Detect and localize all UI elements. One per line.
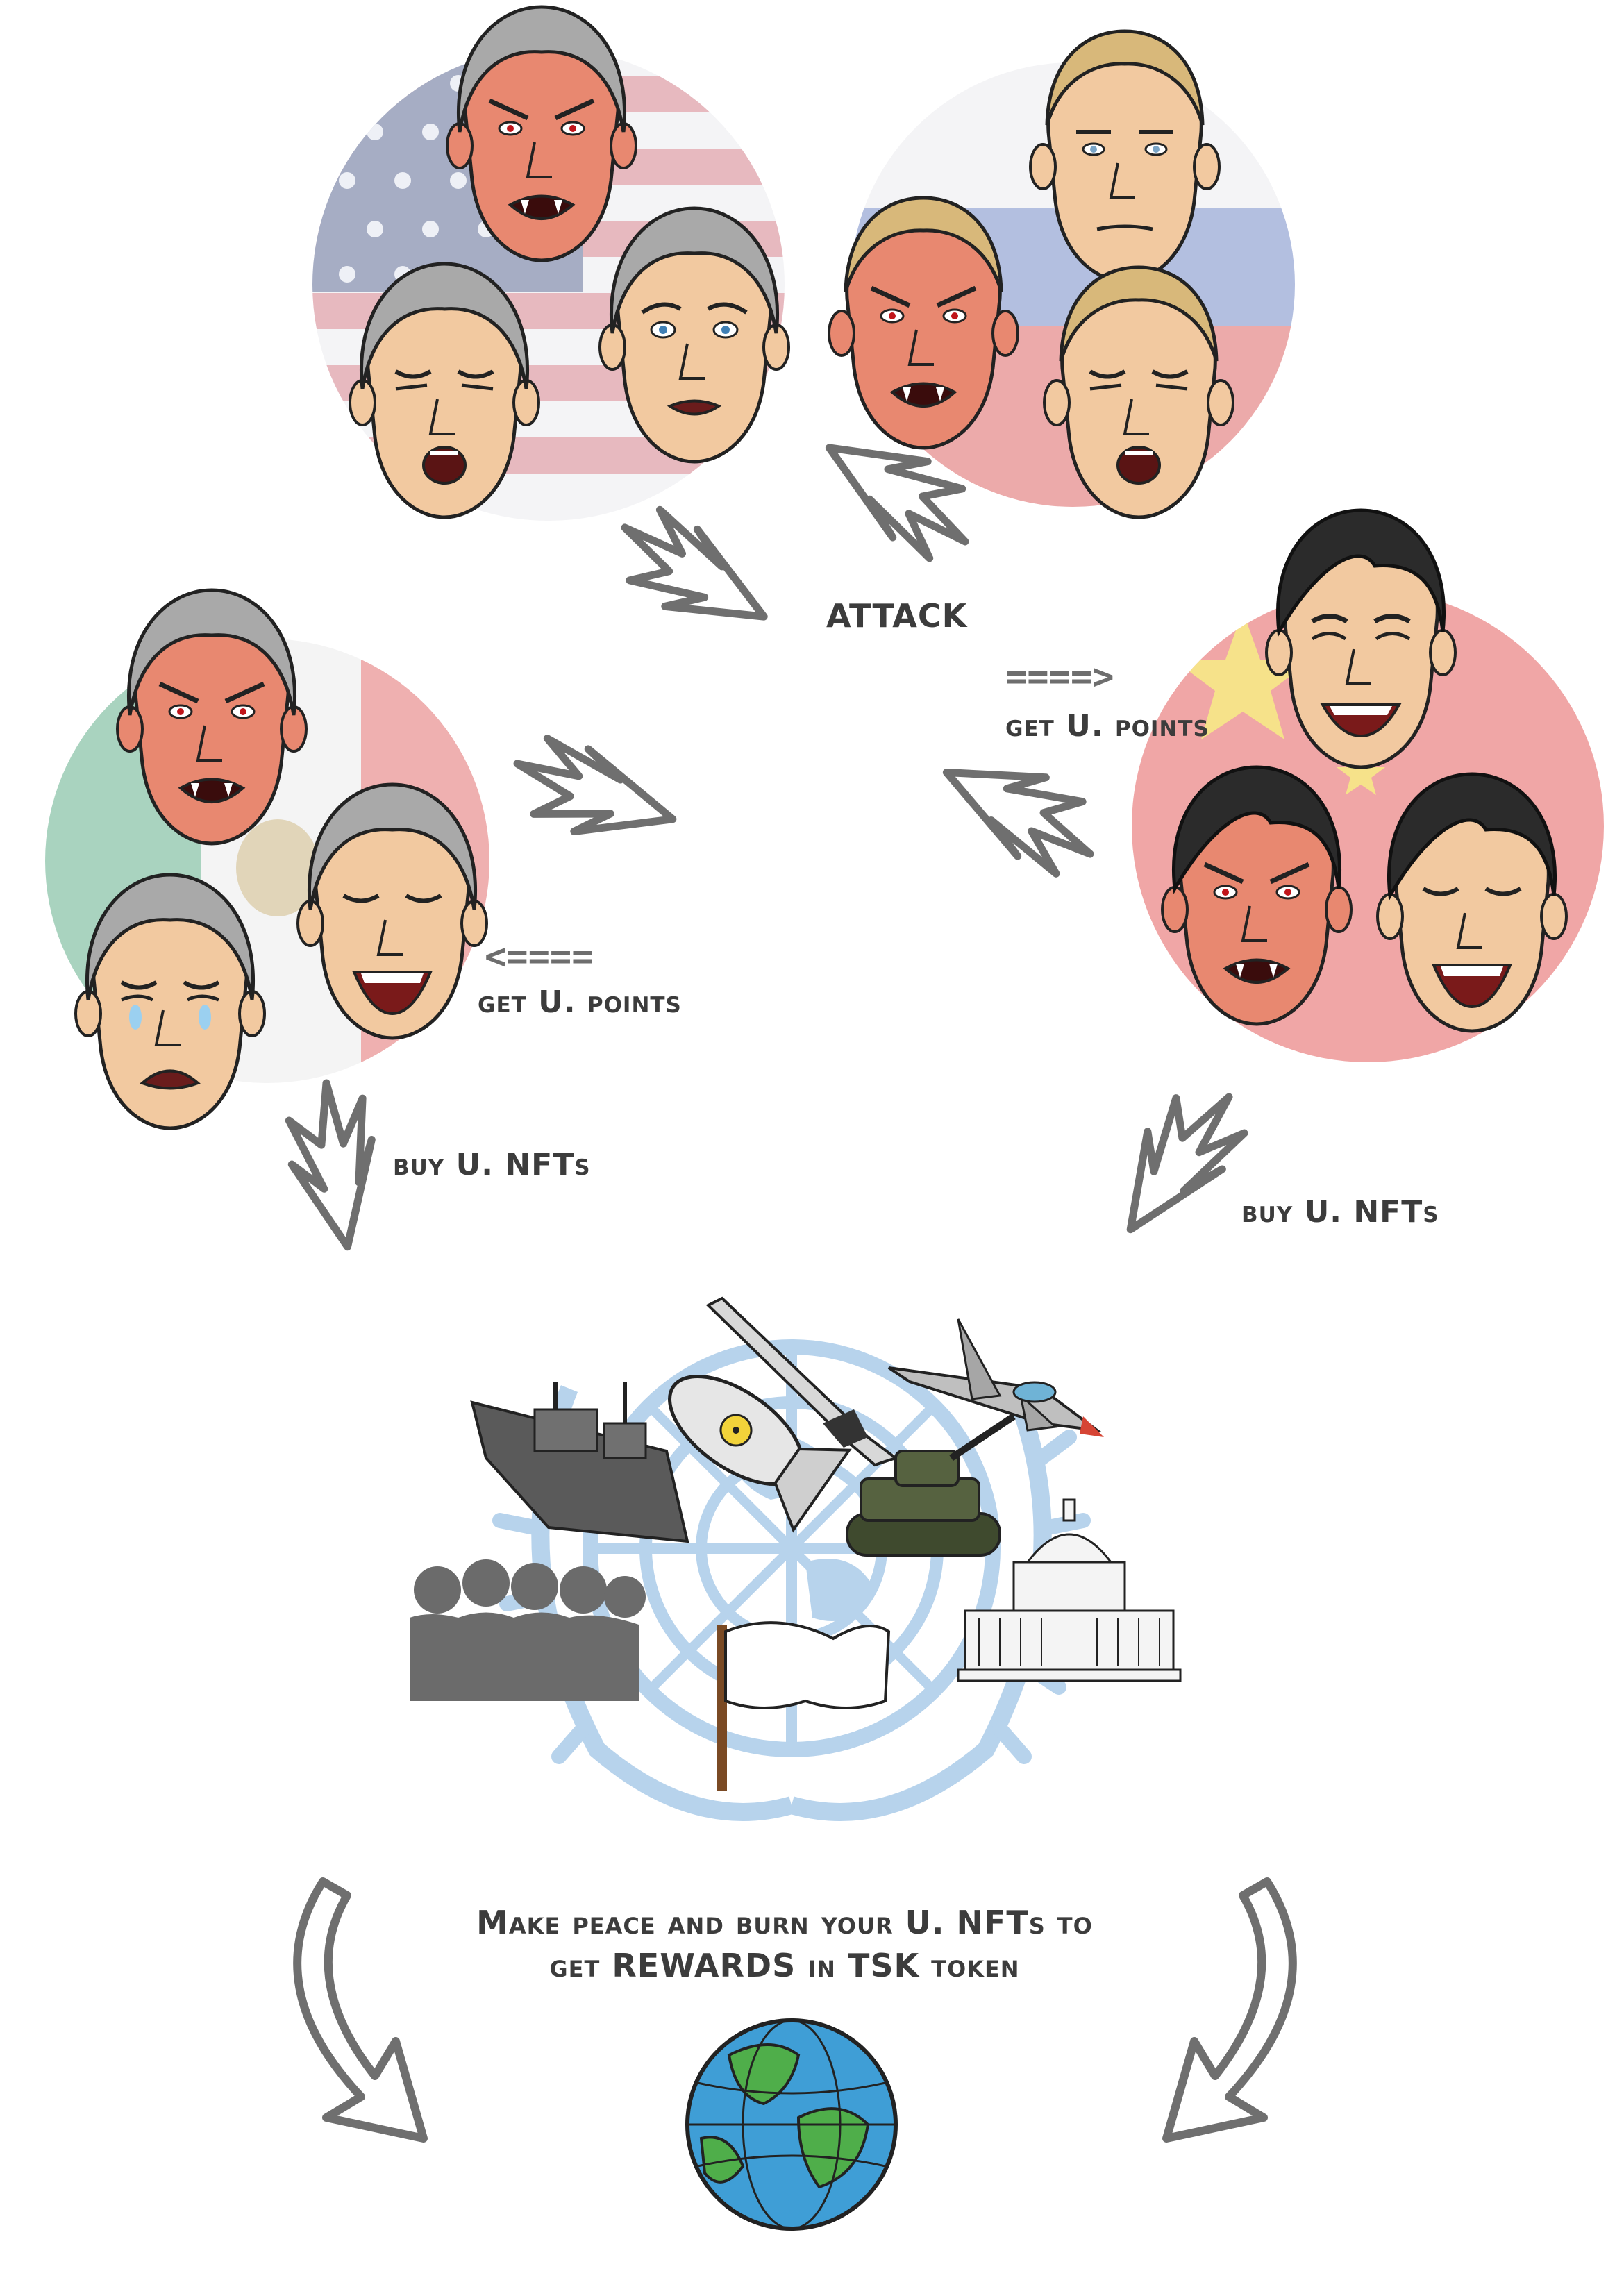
buy-arrow-left: [269, 1073, 412, 1255]
get-points-label-right: get U. points: [1005, 708, 1209, 744]
missile-icon: [705, 1296, 899, 1467]
tank-icon: [846, 1413, 1016, 1557]
attack-arrow-china: [928, 753, 1106, 881]
warship-icon: [470, 1382, 689, 1543]
attack-arrow-usa: [605, 501, 785, 637]
crowd-silhouette-icon: [410, 1559, 646, 1701]
fighter-jet-icon: [887, 1318, 1104, 1437]
white-flag-icon: [717, 1621, 891, 1791]
un-emblem: [492, 1339, 1091, 1821]
globe-icon: [685, 2018, 898, 2231]
mexico-face-crying: [76, 875, 265, 1128]
peace-instruction-line-2: get REWARDS in TSK token: [549, 1947, 1020, 1984]
attack-label: ATTACK: [826, 597, 968, 635]
mexico-group: [45, 590, 489, 1128]
peace-instruction: Make peace and burn your U. NFTs to get …: [326, 1901, 1243, 1987]
buy-nfts-label-right: buy U. NFTs: [1241, 1194, 1439, 1230]
peace-arrow-right: [1162, 1877, 1297, 2143]
attack-arrow-mexico: [512, 736, 678, 840]
points-arrow-right: ====>: [1005, 656, 1114, 698]
buy-nfts-label-left: buy U. NFTs: [393, 1147, 591, 1182]
buy-arrow-right: [1111, 1073, 1255, 1255]
peace-instruction-line-1: Make peace and burn your U. NFTs to: [476, 1904, 1093, 1941]
china-group: [1132, 510, 1604, 1062]
russia-group: [829, 31, 1295, 535]
nuclear-bomb-icon: [668, 1374, 852, 1533]
capitol-building-icon: [957, 1498, 1182, 1682]
get-points-label-left: get U. points: [478, 984, 682, 1020]
usa-group: [312, 7, 805, 521]
peace-arrow-left: [293, 1877, 428, 2143]
points-arrow-left: <====: [485, 936, 594, 978]
